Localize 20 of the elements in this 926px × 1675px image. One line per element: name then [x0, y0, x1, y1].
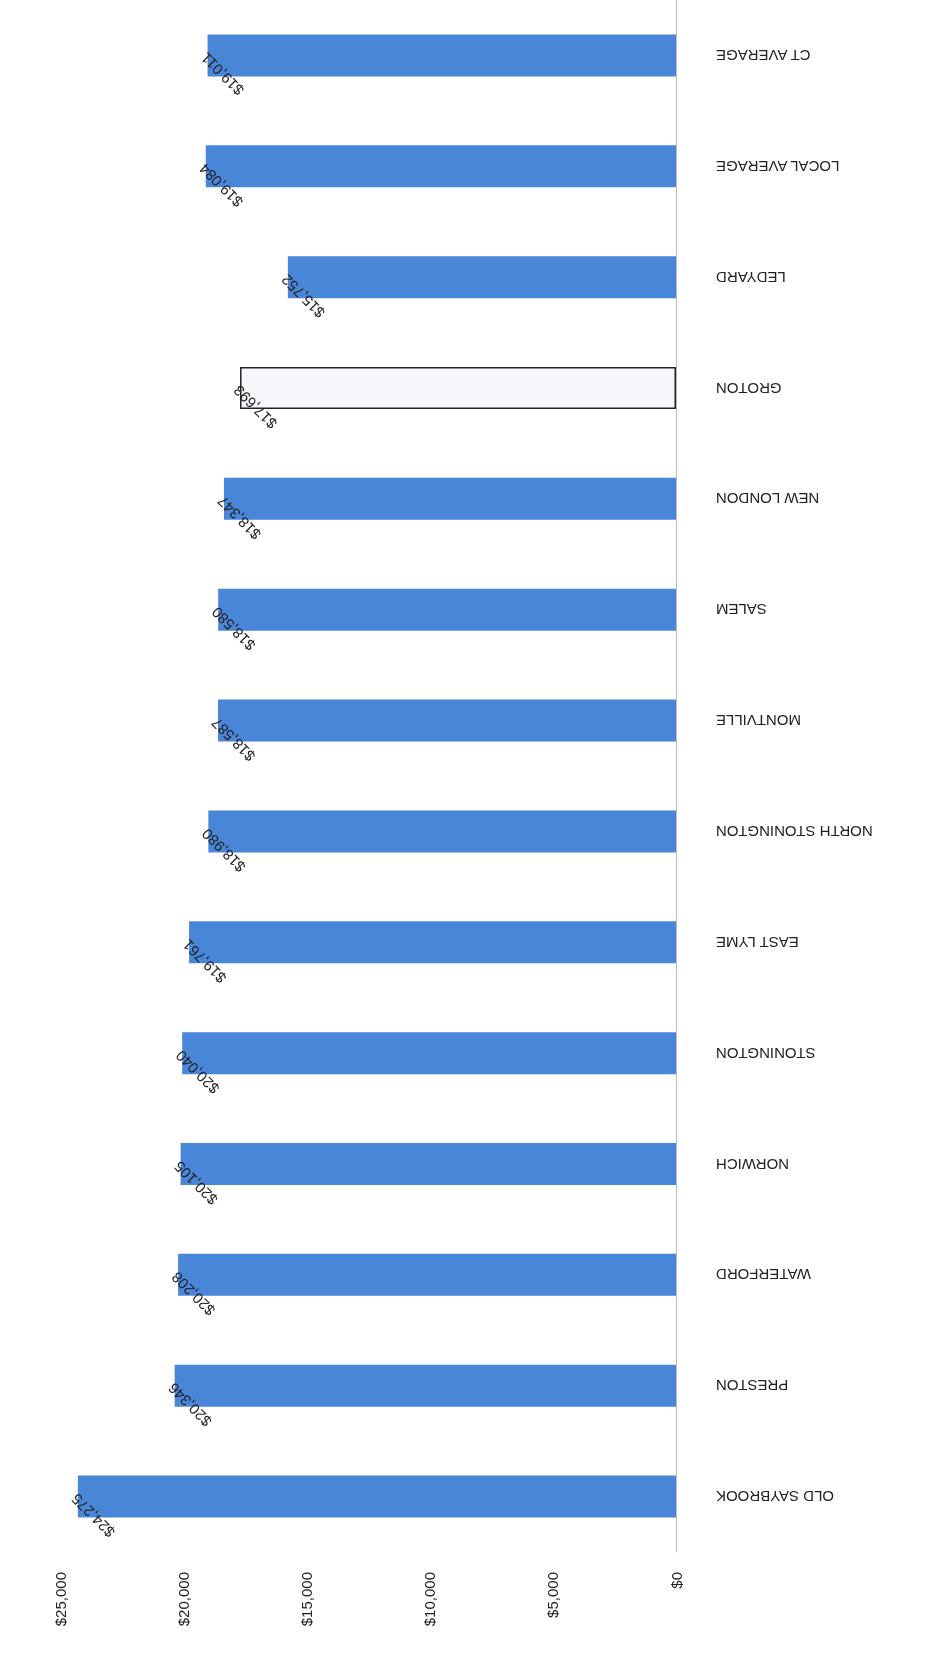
y-tick-label: PRESTON	[716, 1377, 789, 1395]
x-tick-label: $10,000	[421, 1572, 439, 1627]
y-tick-label: EAST LYME	[716, 933, 799, 951]
y-tick-label: LOCAL AVERAGE	[716, 157, 840, 175]
y-tick-label: STONINGTON	[716, 1044, 816, 1062]
y-tick-label: CT AVERAGE	[716, 46, 811, 64]
y-tick-label: OLD SAYBROOK	[716, 1488, 835, 1506]
y-tick-label: WATERFORD	[715, 1266, 811, 1284]
y-tick-label: NEW LONDON	[716, 490, 820, 508]
y-tick-label: MONTVILLE	[716, 712, 802, 730]
x-tick-label: $15,000	[297, 1572, 315, 1627]
x-tick-label: $5,000	[544, 1572, 562, 1618]
y-tick-label: SALEM	[716, 601, 767, 619]
x-tick-label: $25,000	[51, 1572, 69, 1627]
x-tick-label: $20,000	[174, 1572, 192, 1627]
y-tick-label: NORWICH	[716, 1155, 790, 1173]
x-tick-label: $0	[667, 1572, 685, 1589]
y-tick-label: GROTON	[716, 379, 782, 397]
y-tick-label: LEDYARD	[715, 268, 786, 286]
y-tick-label: NORTH STONINGTON	[716, 822, 873, 840]
